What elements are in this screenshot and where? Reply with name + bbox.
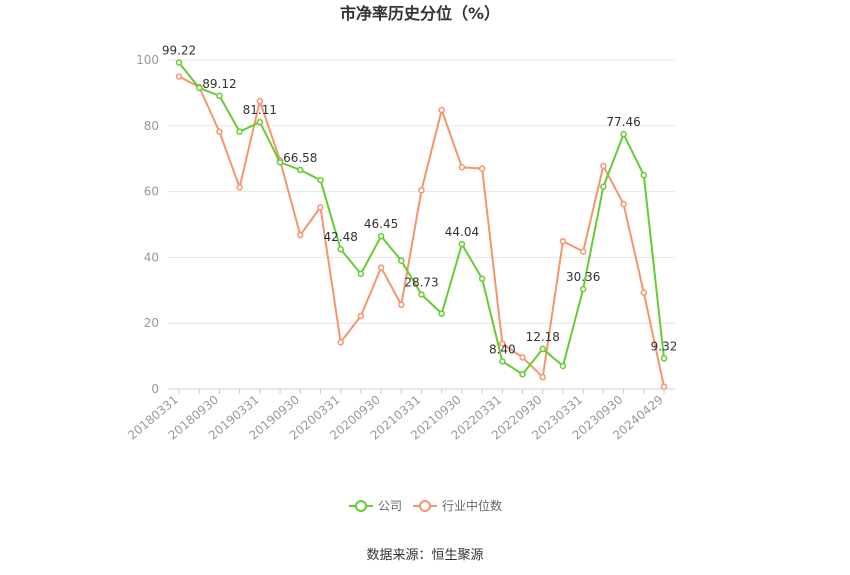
source-note: 数据来源：恒生聚源 [366, 548, 483, 563]
data-point [640, 171, 648, 179]
data-label: 9.32 [651, 339, 678, 353]
data-label: 99.22 [162, 44, 196, 58]
data-label: 66.58 [283, 151, 317, 165]
data-point [620, 200, 627, 208]
data-label: 81.11 [243, 103, 277, 117]
data-point [660, 383, 668, 390]
y-tick-label: 80 [144, 119, 159, 133]
legend-marker [355, 500, 367, 512]
chart-title: 市净率历史分位（%） [340, 4, 500, 23]
data-point [458, 164, 466, 171]
y-tick-label: 0 [151, 382, 159, 396]
data-point [297, 231, 304, 239]
data-labels: 99.22 89.12 81.11 66.58 42.48 46.45 28.73 44.04… [162, 44, 678, 357]
y-tick-label: 40 [144, 250, 159, 264]
data-point [499, 358, 506, 365]
data-point [317, 176, 324, 184]
data-point [337, 339, 344, 346]
data-point [236, 184, 243, 191]
data-point [175, 73, 183, 80]
data-label: 44.04 [445, 225, 479, 239]
data-label: 12.18 [526, 330, 560, 344]
data-point [539, 373, 546, 381]
data-label: 28.73 [404, 275, 438, 289]
data-point [236, 128, 243, 135]
data-label: 30.36 [566, 270, 600, 284]
data-point [377, 264, 385, 271]
data-point [398, 257, 405, 264]
data-point [519, 370, 526, 378]
data-label: 8.40 [489, 342, 516, 356]
legend-item-0[interactable]: 公司 [349, 499, 402, 513]
y-axis-ticks: 0 20 40 60 80 100 [136, 53, 159, 396]
data-point [519, 354, 526, 361]
legend-label: 公司 [378, 499, 402, 513]
data-point [195, 84, 203, 92]
y-tick-label: 100 [136, 53, 159, 67]
data-point [438, 310, 445, 317]
legend-label: 行业中位数 [442, 498, 502, 513]
y-tick-label: 20 [144, 316, 159, 330]
data-point [216, 128, 223, 135]
data-point [337, 245, 344, 253]
data-point [478, 275, 486, 283]
data-point [418, 187, 425, 194]
data-label: 77.46 [606, 115, 640, 129]
data-point [458, 240, 466, 248]
data-point [600, 162, 607, 170]
y-tick-label: 60 [144, 185, 159, 199]
series-line-1 [178, 75, 665, 387]
data-point [539, 345, 546, 353]
legend-item-1[interactable]: 行业中位数 [413, 498, 502, 513]
data-point [620, 130, 627, 138]
data-point [357, 312, 365, 320]
data-point [478, 165, 486, 172]
data-point [559, 238, 567, 245]
data-label: 42.48 [323, 230, 357, 244]
data-point [377, 232, 385, 240]
data-label: 89.12 [202, 77, 236, 91]
data-point [175, 59, 183, 66]
data-point [317, 204, 324, 211]
legend-marker [419, 500, 431, 512]
data-point [600, 183, 607, 190]
data-point [559, 362, 567, 370]
data-point [660, 355, 668, 362]
data-point [216, 92, 223, 100]
data-point [438, 106, 445, 114]
data-point [256, 97, 264, 105]
data-point [297, 166, 304, 174]
data-point [579, 248, 587, 255]
data-point [357, 270, 365, 278]
data-point [256, 118, 264, 126]
data-point [640, 289, 648, 296]
data-label: 46.45 [364, 217, 398, 231]
data-point [398, 301, 405, 309]
data-point [276, 159, 284, 166]
x-axis: 2018033120180930201903312019093020200331… [125, 388, 675, 443]
series-layer [175, 59, 668, 390]
data-point [418, 291, 425, 298]
data-point [499, 340, 506, 347]
legend[interactable]: 公司 行业中位数 [349, 498, 502, 513]
data-point [579, 285, 587, 293]
